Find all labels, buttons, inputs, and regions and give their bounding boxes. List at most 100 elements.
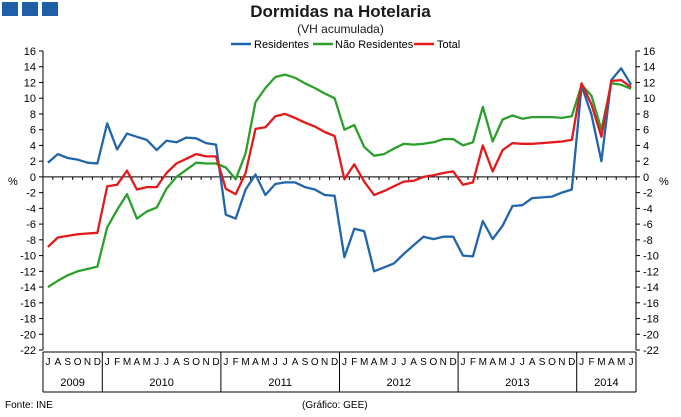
credit-note: (Gráfico: GEE)	[302, 400, 368, 411]
y-tick-label-left: 8	[30, 109, 36, 121]
line-chart: Residentes Não Residentes Total 16 16 14 14 12…	[8, 39, 669, 393]
series-lines	[47, 67, 633, 289]
x-tick-label: D	[94, 357, 101, 368]
x-tick-label: F	[588, 357, 594, 368]
y-tick-label-left: -6	[26, 219, 36, 231]
brand-square-2	[22, 2, 38, 16]
x-tick-label: O	[548, 357, 556, 368]
y-tick-label-right: -10	[643, 251, 659, 263]
x-tick-label: J	[105, 357, 110, 368]
x-tick-label: M	[261, 357, 269, 368]
x-tick-label: A	[489, 357, 496, 368]
x-tick-label: F	[351, 357, 357, 368]
x-tick-label: D	[212, 357, 219, 368]
x-tick-label: A	[252, 357, 259, 368]
x-tick-label: M	[380, 357, 388, 368]
y-axis-label-left: %	[8, 176, 18, 188]
x-tick-label: O	[311, 357, 319, 368]
x-tick-label: D	[331, 357, 338, 368]
y-tick-label-left: 12	[24, 77, 36, 89]
x-tick-label: F	[470, 357, 476, 368]
y-tick-label-left: -20	[20, 329, 36, 341]
y-tick-label-left: 14	[24, 62, 36, 74]
x-year-label: 2011	[268, 377, 292, 389]
x-tick-label: J	[223, 357, 228, 368]
y-tick-label-left: 4	[30, 140, 36, 152]
legend: Residentes Não Residentes Total	[231, 39, 460, 51]
source-note: Fonte: INE	[5, 400, 53, 411]
x-tick-label: N	[321, 357, 328, 368]
x-tick-label: J	[401, 357, 406, 368]
y-tick-label-left: -12	[20, 266, 36, 278]
legend-label: Residentes	[254, 39, 310, 51]
x-tick-label: S	[302, 357, 309, 368]
x-tick-label: A	[608, 357, 615, 368]
y-tick-label-left: 2	[30, 156, 36, 168]
x-tick-label: D	[450, 357, 457, 368]
y-tick-label-left: -10	[20, 251, 36, 263]
brand-square-1	[2, 2, 18, 16]
y-tick-label-left: -14	[20, 282, 36, 294]
x-tick-label: J	[461, 357, 466, 368]
y-tick-label-right: 4	[643, 140, 649, 152]
y-tick-label-left: -22	[20, 345, 36, 357]
x-tick-label: A	[410, 357, 417, 368]
x-tick-label: A	[371, 357, 378, 368]
y-tick-label-right: -14	[643, 282, 659, 294]
y-tick-label-right: -2	[643, 188, 653, 200]
x-tick-label: O	[430, 357, 438, 368]
chart-subtitle: (VH acumulada)	[297, 22, 384, 36]
x-tick-label: A	[292, 357, 299, 368]
x-tick-label: M	[123, 357, 131, 368]
x-tick-label: J	[391, 357, 396, 368]
x-tick-label: N	[558, 357, 565, 368]
y-tick-label-right: -22	[643, 345, 659, 357]
chart-title: Dormidas na Hotelaria	[250, 2, 431, 21]
series-line-nao-residentes	[47, 73, 632, 289]
x-tick-label: J	[154, 357, 159, 368]
x-tick-label: N	[440, 357, 447, 368]
y-tick-label-left: -4	[26, 203, 36, 215]
x-tick-label: J	[520, 357, 525, 368]
x-year-label: 2010	[149, 377, 173, 389]
x-tick-label: J	[273, 357, 278, 368]
y-tick-label-right: 12	[643, 77, 655, 89]
y-tick-label-left: -2	[26, 188, 36, 200]
x-tick-label: F	[233, 357, 239, 368]
x-tick-label: M	[143, 357, 151, 368]
y-tick-label-left: 0	[30, 172, 36, 184]
x-tick-label: M	[479, 357, 487, 368]
y-tick-label-right: -18	[643, 314, 659, 326]
y-tick-label-left: -16	[20, 298, 36, 310]
y-tick-label-left: 6	[30, 125, 36, 137]
x-tick-label: M	[597, 357, 605, 368]
y-tick-label-right: -8	[643, 235, 653, 247]
x-year-label: 2009	[60, 377, 84, 389]
x-tick-label: A	[134, 357, 141, 368]
x-tick-label: O	[74, 357, 82, 368]
series-line-total	[47, 78, 632, 248]
x-tick-label: F	[114, 357, 120, 368]
y-tick-label-left: 16	[24, 46, 36, 58]
x-tick-label: M	[498, 357, 506, 368]
x-tick-label: M	[360, 357, 368, 368]
x-tick-label: S	[420, 357, 427, 368]
x-tick-label: A	[173, 357, 180, 368]
x-year-label: 2012	[387, 377, 411, 389]
x-year-label: 2014	[594, 377, 618, 389]
legend-label: Não Residentes	[335, 39, 414, 51]
y-tick-label-right: -16	[643, 298, 659, 310]
x-tick-label: O	[192, 357, 200, 368]
axes: 16 16 14 14 12 12 10 10 8 8 6 6 4 4 2 2 0 0 -2 -2 -4 -4 -6 -6 -8…	[8, 46, 669, 357]
y-tick-label-right: 0	[643, 172, 649, 184]
x-tick-label: N	[84, 357, 91, 368]
x-tick-label: J	[510, 357, 515, 368]
y-tick-label-left: 10	[24, 93, 36, 105]
y-axis-label-right: %	[659, 176, 669, 188]
legend-label: Total	[437, 39, 460, 51]
y-tick-label-right: -4	[643, 203, 653, 215]
x-tick-label: J	[629, 357, 634, 368]
x-tick-label: M	[617, 357, 625, 368]
y-tick-label-right: 2	[643, 156, 649, 168]
